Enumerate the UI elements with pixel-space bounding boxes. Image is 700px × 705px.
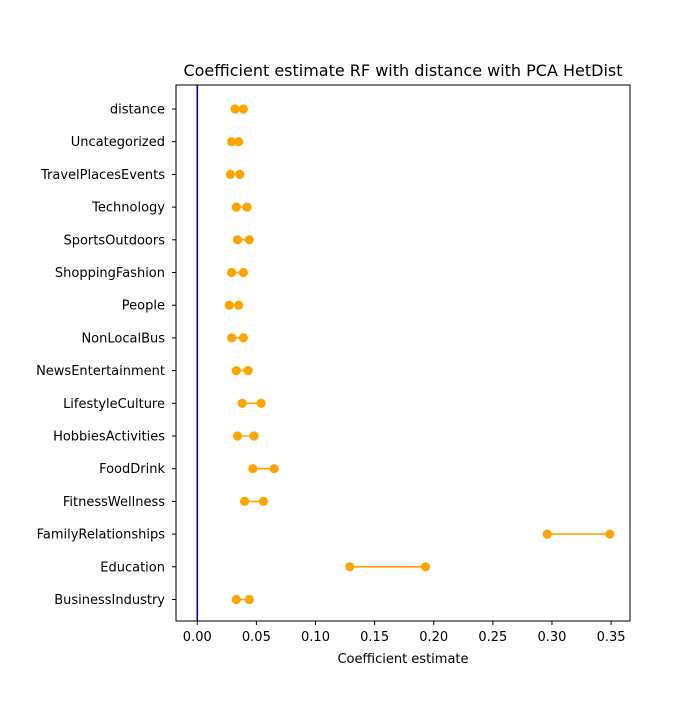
interval-low-point — [232, 431, 243, 441]
x-tick-label: 0.05 — [242, 630, 271, 645]
interval-NewsEntertainment — [231, 366, 253, 376]
interval-low-point — [231, 594, 241, 605]
interval-high-point — [235, 169, 245, 179]
interval-high-point — [249, 431, 259, 441]
interval-high-point — [605, 529, 615, 539]
interval-People — [224, 300, 244, 310]
y-tick-label: FoodDrink — [99, 462, 165, 477]
interval-high-point — [244, 594, 254, 605]
interval-low-point — [224, 300, 234, 310]
y-tick-label: FamilyRelationships — [37, 528, 166, 543]
y-tick-label: Education — [100, 560, 165, 575]
interval-low-point — [226, 267, 237, 278]
x-axis-label: Coefficient estimate — [337, 652, 468, 667]
interval-low-point — [230, 104, 240, 114]
y-tick-label: NewsEntertainment — [36, 364, 165, 379]
y-axis-ticks: distance Uncategorized TravelPlacesEvents T… — [36, 103, 176, 608]
interval-high-point — [258, 496, 269, 506]
interval-high-point — [238, 267, 248, 278]
interval-Technology — [231, 202, 252, 212]
x-tick-label: 0.10 — [301, 630, 330, 645]
interval-distance — [230, 104, 248, 114]
interval-high-point — [234, 300, 244, 310]
interval-low-point — [232, 235, 243, 245]
interval-Education — [345, 562, 431, 572]
interval-HobbiesActivities — [232, 431, 259, 441]
y-tick-label: Uncategorized — [71, 135, 165, 150]
interval-marks — [224, 104, 615, 605]
x-tick-label: 0.25 — [478, 630, 507, 645]
interval-high-point — [269, 464, 279, 474]
interval-low-point — [226, 137, 237, 147]
interval-ShoppingFashion — [226, 267, 248, 278]
y-tick-label: ShoppingFashion — [55, 266, 165, 281]
plot-area-frame — [175, 84, 631, 622]
y-tick-label: Technology — [91, 201, 165, 216]
interval-high-point — [244, 235, 254, 245]
y-tick-label: FitnessWellness — [63, 495, 165, 510]
interval-SportsOutdoors — [232, 235, 254, 245]
interval-FoodDrink — [248, 464, 279, 474]
interval-low-point — [231, 366, 241, 376]
y-tick-label: HobbiesActivities — [53, 430, 165, 445]
y-tick-label: SportsOutdoors — [63, 233, 165, 248]
interval-high-point — [243, 366, 253, 376]
interval-high-point — [238, 333, 248, 343]
chart-title: Coefficient estimate RF with distance wi… — [183, 61, 622, 80]
interval-low-point — [231, 202, 241, 212]
interval-high-point — [238, 104, 248, 114]
x-tick-label: 0.00 — [183, 630, 212, 645]
y-tick-label: TravelPlacesEvents — [40, 168, 165, 183]
interval-FamilyRelationships — [542, 529, 615, 539]
interval-low-point — [237, 398, 247, 408]
interval-high-point — [256, 398, 266, 408]
interval-FitnessWellness — [239, 496, 269, 506]
y-tick-label: People — [122, 299, 165, 314]
interval-low-point — [226, 333, 237, 343]
x-tick-label: 0.35 — [597, 630, 626, 645]
x-axis-ticks: 0.00 0.05 0.10 0.15 0.20 0.25 0.30 0.35 — [183, 621, 626, 645]
x-tick-label: 0.30 — [537, 630, 566, 645]
y-tick-label: BusinessIndustry — [54, 593, 165, 608]
y-tick-label: NonLocalBus — [81, 331, 165, 346]
interval-low-point — [542, 529, 552, 539]
interval-BusinessIndustry — [231, 594, 254, 605]
interval-low-point — [345, 562, 355, 572]
y-tick-label: distance — [110, 103, 165, 118]
x-tick-label: 0.15 — [360, 630, 389, 645]
y-tick-label: LifestyleCulture — [63, 397, 165, 412]
interval-high-point — [242, 202, 252, 212]
interval-TravelPlacesEvents — [225, 169, 245, 179]
interval-high-point — [420, 562, 431, 572]
interval-NonLocalBus — [226, 333, 248, 343]
interval-low-point — [248, 464, 258, 474]
interval-low-point — [239, 496, 250, 506]
x-tick-label: 0.20 — [419, 630, 448, 645]
interval-high-point — [234, 137, 244, 147]
interval-Uncategorized — [226, 137, 244, 147]
interval-low-point — [225, 169, 235, 179]
interval-LifestyleCulture — [237, 398, 266, 408]
